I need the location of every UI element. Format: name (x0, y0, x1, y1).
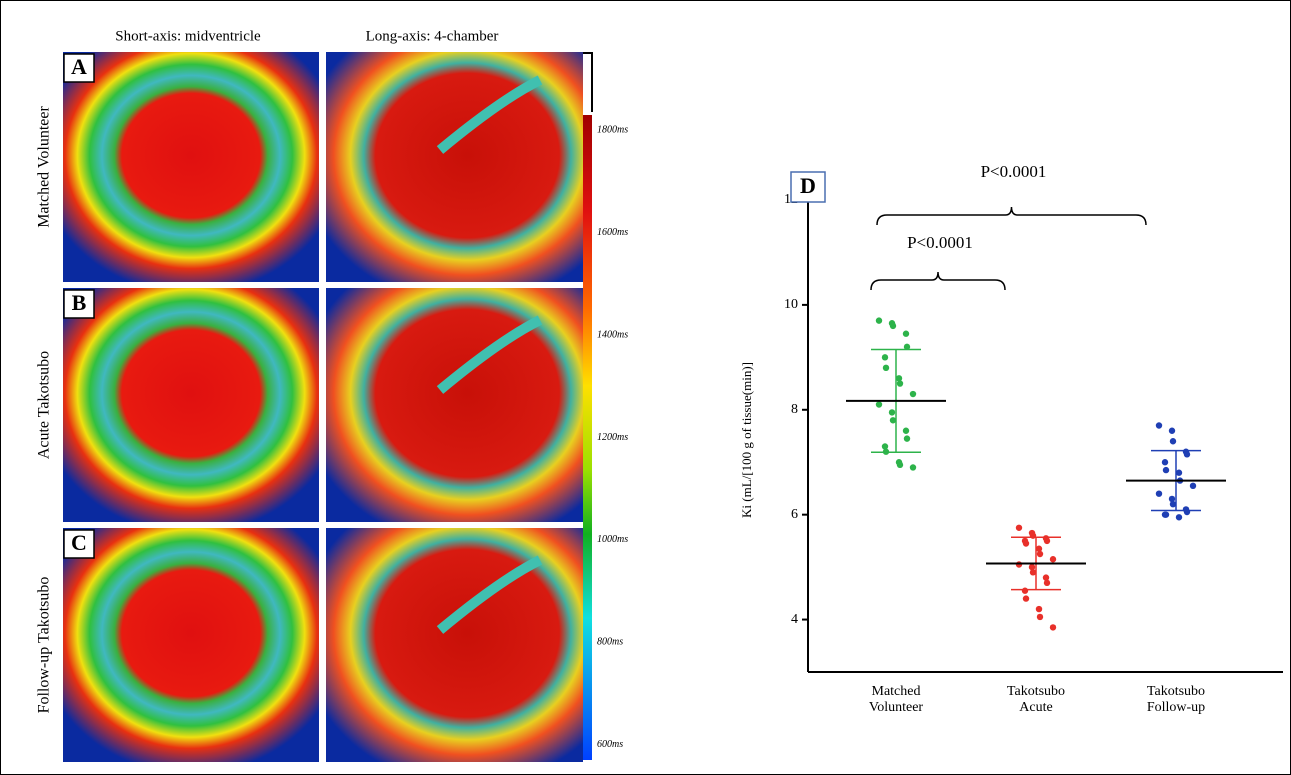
data-point (1169, 500, 1177, 508)
x-tick-label: Takotsubo Acute (1006, 684, 1066, 715)
data-point (909, 464, 917, 471)
data-point (1155, 490, 1163, 497)
data-point (1021, 587, 1029, 594)
colorbar-label: 800ms (597, 637, 623, 648)
data-point (1175, 469, 1183, 476)
data-point (881, 354, 889, 361)
data-point (1162, 466, 1170, 474)
significance-label: P<0.0001 (981, 162, 1047, 181)
data-point (875, 401, 883, 408)
data-point (1043, 579, 1051, 587)
data-point (909, 390, 917, 398)
data-point (882, 364, 890, 372)
data-point (1168, 495, 1176, 503)
row-label: Follow-up Takotsubo (36, 577, 53, 714)
data-point (903, 435, 911, 442)
y-tick-label: 8 (791, 402, 798, 417)
column-header: Short-axis: midventricle (115, 28, 261, 44)
row-label: Acute Takotsubo (36, 351, 53, 459)
data-point (888, 409, 896, 416)
data-point (1183, 451, 1191, 458)
panel-letter: B (72, 290, 87, 315)
x-tick-label: Takotsubo Follow-up (1146, 684, 1206, 715)
data-point (902, 330, 910, 337)
data-point (881, 443, 889, 450)
data-point (1015, 524, 1023, 531)
data-point (889, 322, 897, 330)
panel-letter-box (790, 171, 826, 203)
data-point (1036, 613, 1044, 621)
colorbar-label: 600ms (597, 739, 623, 750)
data-point (1155, 422, 1163, 429)
data-point (1022, 540, 1030, 547)
data-point (1042, 574, 1050, 581)
colorbar-label: 1600ms (597, 227, 628, 238)
data-point (1022, 595, 1030, 602)
y-tick-label: 6 (791, 507, 798, 522)
data-point (902, 427, 910, 434)
significance-label: P<0.0001 (907, 233, 973, 252)
panel-letter: A (71, 54, 87, 79)
data-point (1028, 563, 1036, 571)
y-axis-label: Ki (mL/[100 g of tissue(min)] (739, 362, 754, 518)
colorbar-label: 1200ms (597, 432, 628, 443)
data-point (1161, 459, 1169, 466)
y-tick-label: 4 (791, 612, 798, 627)
data-point (889, 417, 897, 424)
row-label: Matched Volunteer (36, 106, 53, 228)
panel-letter-box (63, 289, 95, 319)
colorbar-bracket (583, 52, 593, 112)
data-point (1189, 482, 1197, 490)
colorbar-label: 1800ms (597, 125, 628, 136)
data-point (1036, 550, 1044, 558)
column-header: Long-axis: 4-chamber (366, 28, 499, 44)
data-point (1035, 605, 1043, 613)
data-point (1175, 514, 1183, 521)
data-point (1168, 427, 1176, 434)
data-point (903, 343, 911, 351)
data-point (1169, 438, 1177, 445)
panel-letter: C (71, 530, 87, 555)
data-point (896, 380, 904, 387)
data-point (875, 317, 883, 324)
colorbar-label: 1000ms (597, 534, 628, 545)
data-point (896, 461, 904, 469)
x-tick-label: Matched Volunteer (868, 684, 924, 715)
data-point (1015, 561, 1023, 568)
data-point (895, 375, 903, 382)
data-point (1049, 556, 1057, 563)
data-point (1049, 624, 1057, 631)
colorbar (583, 115, 592, 760)
data-point (1029, 569, 1037, 576)
bracket (876, 206, 1147, 226)
y-tick-label: 10 (784, 297, 798, 312)
panel-letter-box (63, 53, 95, 83)
colorbar-label: 1400ms (597, 329, 628, 340)
panel-letter-box (63, 529, 95, 559)
data-point (1035, 545, 1043, 552)
mri-panels (63, 52, 583, 762)
data-point (1162, 511, 1170, 518)
panel-letter: D (800, 173, 816, 198)
data-point (1043, 537, 1051, 545)
bracket (870, 271, 1006, 291)
